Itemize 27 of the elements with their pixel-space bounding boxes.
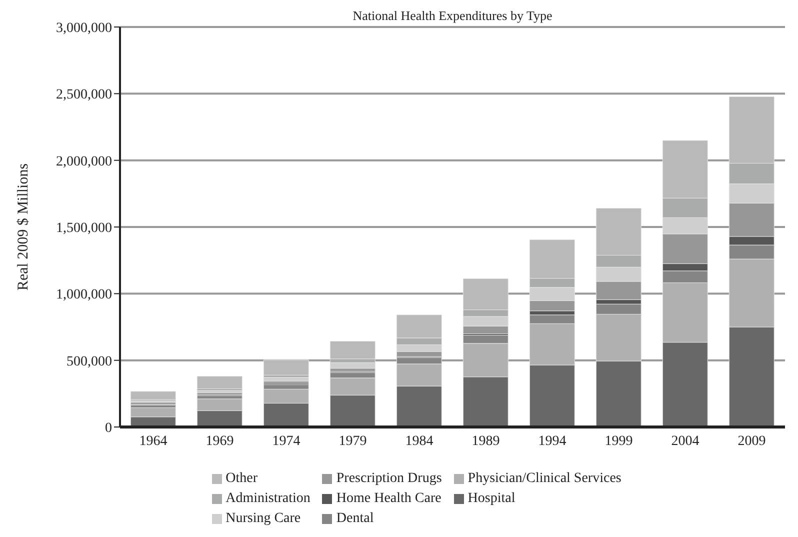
x-tick-label: 1994	[538, 434, 566, 449]
x-tick-label: 2009	[738, 434, 766, 449]
legend-label: Prescription Drugs	[336, 471, 442, 487]
y-tick-label: 1,000,000	[56, 288, 112, 303]
x-tick-label: 1979	[338, 434, 367, 449]
legend-label: Hospital	[468, 491, 516, 507]
x-tick-label: 1969	[206, 434, 234, 449]
legend-label: Nursing Care	[226, 511, 301, 527]
y-axis-title: Real 2009 $ Millions	[15, 163, 32, 291]
chart-title: National Health Expenditures by Type	[352, 8, 554, 24]
y-tick-label: 500,000	[66, 354, 112, 370]
y-tick-label: 1,500,000	[56, 220, 112, 236]
y-tick-label: 2,500,000	[56, 88, 112, 103]
legend-label: Other	[226, 471, 258, 487]
legend-label: Dental	[336, 511, 374, 527]
x-tick-label: 1964	[139, 434, 168, 449]
legend-label: Physician/Clinical Services	[468, 471, 622, 487]
x-tick-label: 1989	[472, 434, 500, 449]
x-tick-label: 1984	[405, 434, 434, 449]
legend-label: Home Health Care	[336, 491, 442, 507]
x-tick-label: 1999	[604, 434, 633, 449]
y-tick-label: 3,000,000	[56, 20, 112, 36]
y-tick-label: 0	[105, 420, 112, 436]
y-tick-label: 2,000,000	[56, 154, 112, 170]
x-tick-label: 2004	[671, 434, 700, 449]
legend-label: Administration	[226, 491, 310, 507]
x-tick-label: 1974	[272, 434, 300, 449]
